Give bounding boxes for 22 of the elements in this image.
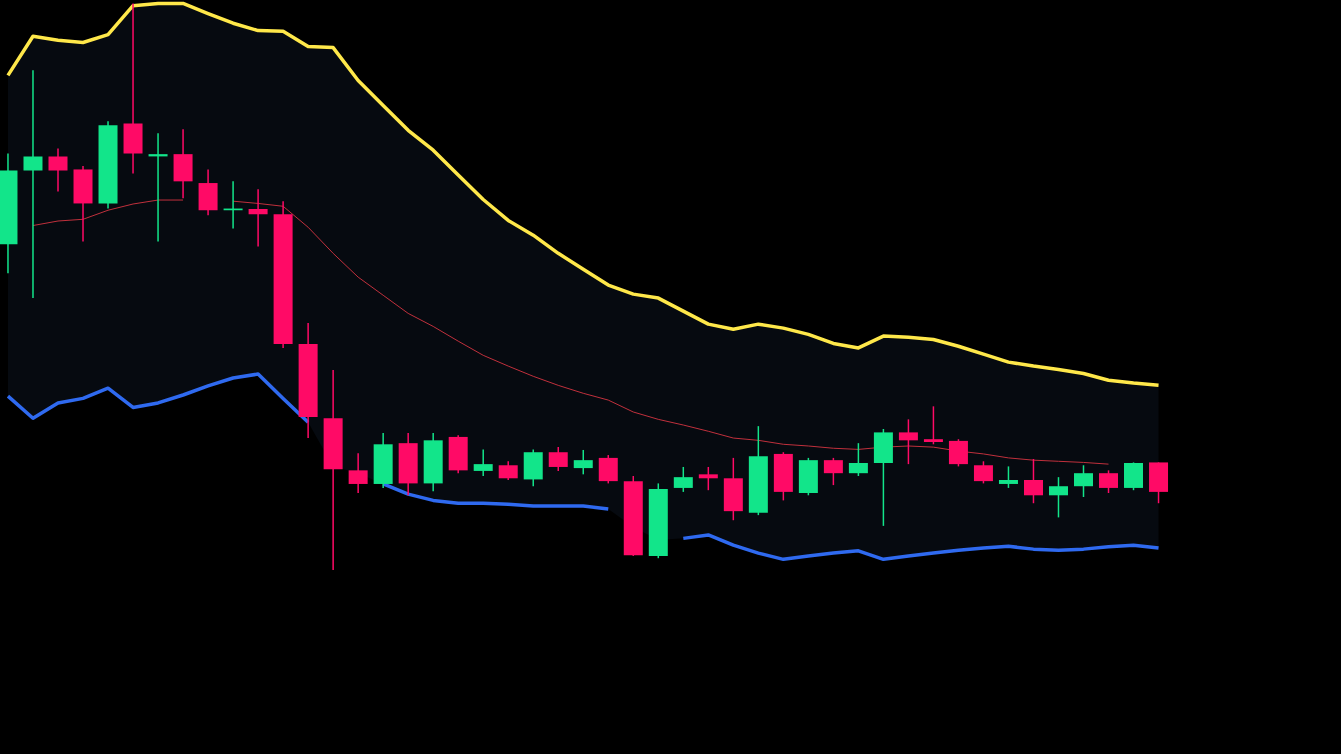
candlestick [1074,464,1093,498]
candlestick [573,449,593,476]
candlestick [1099,469,1119,494]
candlestick [848,442,868,477]
candlestick [923,405,943,446]
candlestick [1023,458,1043,504]
candlestick [498,460,518,481]
candlestick [823,457,843,486]
candlestick [348,452,368,494]
candlestick [973,460,993,485]
candlestick [598,454,618,485]
candlestick [673,466,693,493]
candlestick [248,188,268,248]
candlestick [998,465,1018,489]
candlestick [698,466,718,491]
candlestick [23,69,43,299]
candlestick [1048,476,1068,519]
candlestick [548,446,568,472]
candlestick [473,448,493,477]
candlestick [898,418,918,465]
candlestick [48,147,68,193]
candlestick [948,438,968,468]
